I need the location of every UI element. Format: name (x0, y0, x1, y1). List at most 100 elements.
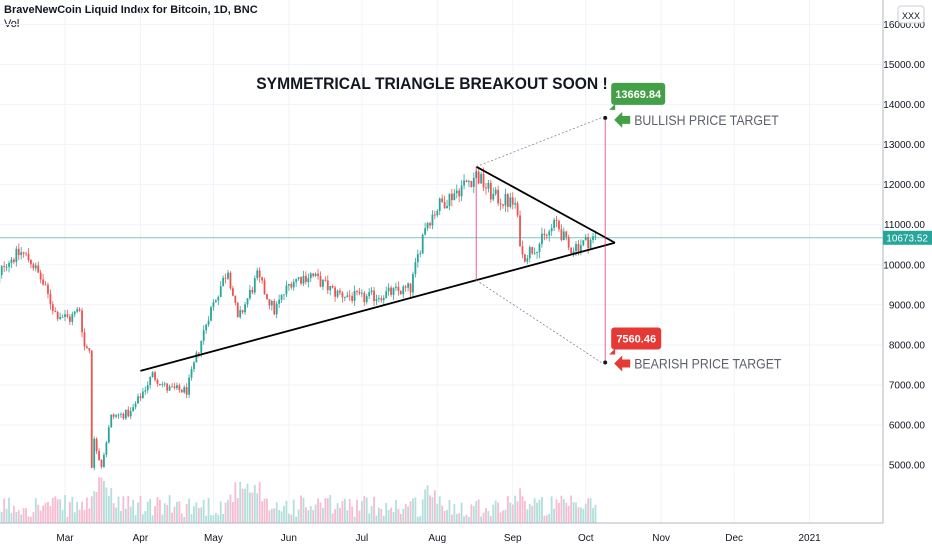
last-price-tag[interactable] (883, 230, 932, 245)
volume-bar (584, 503, 587, 523)
candle-body (39, 272, 42, 280)
candle-body (90, 350, 93, 468)
bearish-target-value: 7560.46 (616, 333, 656, 345)
corner-badge-text: XXX (902, 11, 920, 21)
volume-bar (395, 500, 397, 523)
candle-body (392, 287, 395, 295)
candle-body (431, 214, 434, 226)
candle-body (385, 291, 388, 299)
volume-bar (489, 515, 492, 523)
candle-body (275, 303, 278, 315)
candle-body (499, 203, 502, 205)
volume-bar (64, 495, 66, 523)
volume-bar (54, 496, 57, 523)
volume-bar (178, 501, 181, 523)
candle-body (373, 290, 375, 301)
bearish-target-point (603, 360, 608, 365)
volume-bar (572, 502, 575, 523)
candle-body (256, 270, 259, 279)
volume-bar (83, 509, 86, 523)
volume-bar (319, 502, 322, 523)
volume-bar (20, 514, 23, 523)
bearish-projection-arrow (476, 279, 602, 363)
candle-body (521, 246, 524, 255)
volume-bar (217, 514, 220, 523)
candle-body (343, 297, 346, 298)
candle-body (550, 228, 553, 232)
volume-bar (575, 502, 577, 523)
last-price-text: 10673.52 (886, 233, 928, 244)
volume-bar (436, 504, 439, 523)
volume-bar (509, 502, 512, 523)
candle-body (514, 203, 517, 205)
volume-bar (526, 509, 529, 523)
candle-body (20, 252, 23, 256)
candle-body (32, 264, 35, 269)
volume-bar (61, 509, 64, 523)
candle-body (98, 451, 100, 460)
volume-bar (553, 508, 555, 523)
candle-body (93, 438, 96, 468)
bullish-target-badge[interactable] (611, 82, 666, 105)
volume-bar (587, 498, 590, 523)
volume-bar (397, 508, 400, 523)
volume-bar (326, 498, 329, 523)
candle-body (587, 236, 590, 249)
volume-label[interactable]: Vol (4, 18, 20, 30)
volume-bar (287, 513, 290, 523)
volume-bar (144, 511, 147, 523)
volume-bar (570, 495, 573, 523)
candle-body (526, 258, 529, 262)
bearish-target-badge[interactable] (611, 327, 662, 350)
candle-body (553, 219, 555, 229)
volume-bar (137, 502, 139, 523)
volume-bar (146, 501, 149, 523)
corner-badge[interactable]: XXX (897, 5, 925, 24)
candle-body (545, 235, 548, 236)
volume-bar (421, 499, 424, 523)
volume-bar (205, 515, 208, 523)
volume-bar (594, 504, 597, 523)
x-tick-label: Apr (133, 533, 149, 544)
volume-bar (295, 516, 298, 523)
volume-bar (149, 498, 152, 523)
candle-body (137, 396, 139, 404)
candle-body (531, 247, 534, 254)
volume-bar (516, 501, 519, 523)
volume-bar (390, 507, 392, 523)
volume-bar (197, 508, 200, 523)
x-tick-label: Sep (504, 533, 522, 544)
candle-body (536, 251, 538, 253)
volume-bar (73, 512, 76, 523)
candle-body (436, 210, 439, 216)
candle-body (558, 220, 560, 230)
candle-body (68, 316, 71, 322)
candle-body (295, 278, 298, 282)
candle-body (193, 362, 195, 370)
volume-bar (455, 514, 458, 523)
volume-bar (412, 498, 414, 523)
candle-body (368, 292, 371, 297)
volume-bar (268, 510, 271, 523)
symbol-title[interactable]: BraveNewCoin Liquid Index for Bitcoin, 1… (4, 4, 258, 16)
candle-body (190, 369, 193, 378)
volume-bar (234, 482, 237, 523)
volume-bar (524, 501, 526, 523)
candle-body (168, 386, 171, 391)
candle-body (17, 248, 20, 256)
triangle-upper-line[interactable] (475, 165, 616, 244)
candle-body (195, 352, 198, 363)
bearish-target-label: BEARISH PRICE TARGET (634, 356, 781, 372)
candle-body (278, 299, 281, 304)
candle-body (183, 387, 186, 393)
volume-bar (71, 496, 74, 523)
candle-body (37, 265, 40, 273)
volume-bar (446, 509, 448, 523)
candle-body (412, 274, 414, 293)
candle-body (441, 198, 444, 203)
candle-body (492, 193, 495, 200)
triangle-lower-line[interactable] (140, 241, 616, 372)
candle-body (59, 317, 62, 319)
candle-body (331, 285, 334, 288)
